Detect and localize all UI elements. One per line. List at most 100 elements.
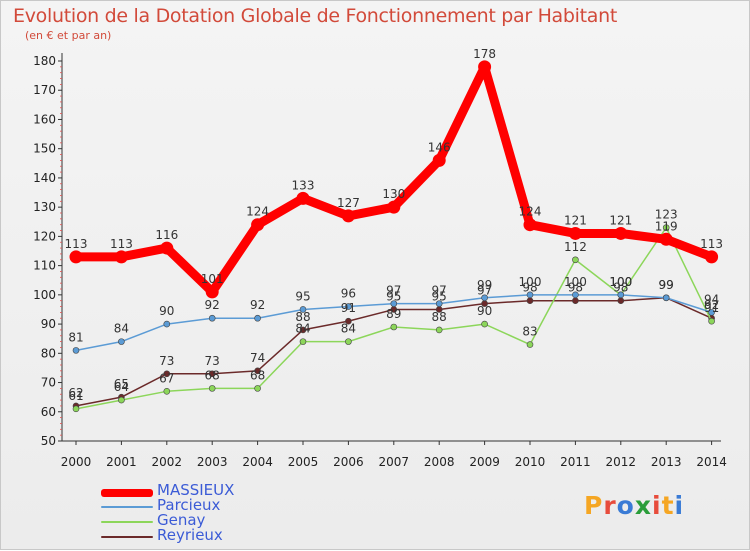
data-label-massieux: 133 xyxy=(292,178,315,192)
data-label-parcieux: 99 xyxy=(659,278,674,292)
data-point-genay xyxy=(572,256,579,264)
legend-label-massieux: MASSIEUX xyxy=(157,481,235,499)
data-point-parcieux xyxy=(118,338,125,345)
legend-label-genay: Genay xyxy=(157,511,206,529)
data-label-massieux: 121 xyxy=(564,213,587,227)
data-label-parcieux: 94 xyxy=(704,292,719,306)
data-label-massieux: 113 xyxy=(700,237,723,251)
x-tick-label: 2013 xyxy=(651,455,682,469)
data-point-reyrieux xyxy=(345,317,352,325)
y-tick-label: 180 xyxy=(33,54,56,68)
data-point-massieux xyxy=(478,60,492,74)
data-label-reyrieux: 98 xyxy=(522,281,537,295)
data-point-genay xyxy=(526,341,534,348)
data-label-genay: 112 xyxy=(564,240,587,254)
data-point-massieux xyxy=(523,218,537,232)
data-label-reyrieux: 91 xyxy=(341,301,356,315)
x-tick-label: 2003 xyxy=(197,455,228,469)
data-label-reyrieux: 88 xyxy=(295,310,310,324)
legend-label-parcieux: Parcieux xyxy=(157,496,221,514)
data-label-parcieux: 97 xyxy=(432,284,447,298)
data-label-massieux: 101 xyxy=(201,272,224,286)
data-point-massieux xyxy=(160,241,174,255)
data-label-genay: 61 xyxy=(68,389,83,403)
data-label-parcieux: 100 xyxy=(564,275,587,289)
data-point-massieux xyxy=(251,218,265,232)
data-point-reyrieux xyxy=(208,370,216,378)
x-tick-label: 2014 xyxy=(696,455,727,469)
data-point-reyrieux xyxy=(617,297,625,304)
data-point-parcieux xyxy=(572,291,579,299)
y-tick-label: 150 xyxy=(33,142,56,156)
y-tick-label: 100 xyxy=(33,288,56,302)
y-tick-label: 160 xyxy=(33,112,56,126)
data-point-genay xyxy=(345,338,352,345)
data-point-genay xyxy=(481,320,488,328)
chart-title: Evolution de la Dotation Globale de Fonc… xyxy=(13,5,618,27)
data-point-genay xyxy=(118,396,125,404)
series-line-massieux xyxy=(71,62,717,297)
data-label-genay: 123 xyxy=(655,208,678,222)
data-label-genay: 68 xyxy=(205,368,220,382)
data-label-parcieux: 100 xyxy=(519,275,542,289)
data-label-parcieux: 97 xyxy=(386,284,401,298)
data-point-genay xyxy=(254,385,261,392)
data-point-massieux xyxy=(205,285,219,299)
data-label-genay: 100 xyxy=(609,275,632,289)
data-point-parcieux xyxy=(526,291,534,299)
x-tick-label: 2006 xyxy=(333,455,364,469)
data-point-parcieux xyxy=(662,294,670,302)
data-point-parcieux xyxy=(617,291,625,299)
data-point-parcieux xyxy=(435,300,443,307)
x-tick-label: 2012 xyxy=(606,455,637,469)
data-point-reyrieux xyxy=(163,370,171,378)
x-tick-label: 2010 xyxy=(515,455,546,469)
data-label-genay: 64 xyxy=(114,380,129,394)
data-point-massieux xyxy=(69,250,83,264)
data-point-genay xyxy=(390,323,398,331)
x-tick-label: 2000 xyxy=(61,455,92,469)
data-point-massieux xyxy=(296,191,310,205)
data-label-genay: 89 xyxy=(386,307,401,321)
data-point-massieux xyxy=(114,250,128,264)
data-point-massieux xyxy=(614,226,628,240)
data-label-reyrieux: 95 xyxy=(386,289,401,303)
data-label-parcieux: 95 xyxy=(295,289,310,303)
data-label-massieux: 121 xyxy=(609,213,632,227)
data-point-genay xyxy=(435,326,443,334)
y-tick-label: 110 xyxy=(33,259,56,273)
data-label-genay: 84 xyxy=(295,322,310,336)
data-point-parcieux xyxy=(708,309,715,316)
data-point-genay xyxy=(299,338,307,345)
data-point-genay xyxy=(662,224,670,231)
x-tick-label: 2007 xyxy=(379,455,410,469)
data-label-massieux: 146 xyxy=(428,140,451,154)
data-point-parcieux xyxy=(481,294,488,302)
y-tick-label: 140 xyxy=(33,171,56,185)
data-point-genay xyxy=(163,388,171,395)
data-label-genay: 90 xyxy=(477,304,492,318)
data-label-parcieux: 92 xyxy=(205,298,220,312)
data-label-reyrieux: 62 xyxy=(68,386,83,400)
data-point-genay xyxy=(708,317,715,325)
data-point-massieux xyxy=(387,200,401,214)
data-label-reyrieux: 95 xyxy=(432,289,447,303)
data-label-genay: 83 xyxy=(522,325,537,339)
data-label-massieux: 178 xyxy=(473,47,496,61)
data-point-reyrieux xyxy=(254,367,261,375)
legend-swatch-massieux xyxy=(101,489,153,497)
y-tick-label: 60 xyxy=(41,405,56,419)
data-label-genay: 67 xyxy=(159,371,174,385)
legend-swatch-reyrieux xyxy=(101,536,153,538)
data-label-reyrieux: 73 xyxy=(205,354,220,368)
x-tick-label: 2008 xyxy=(424,455,455,469)
data-point-massieux xyxy=(705,250,719,264)
data-label-parcieux: 100 xyxy=(609,275,632,289)
data-point-massieux xyxy=(568,226,582,240)
y-tick-label: 130 xyxy=(33,200,56,214)
data-point-massieux xyxy=(659,232,673,246)
data-label-reyrieux: 65 xyxy=(114,377,129,391)
y-tick-label: 70 xyxy=(41,376,56,390)
data-label-parcieux: 84 xyxy=(114,322,129,336)
